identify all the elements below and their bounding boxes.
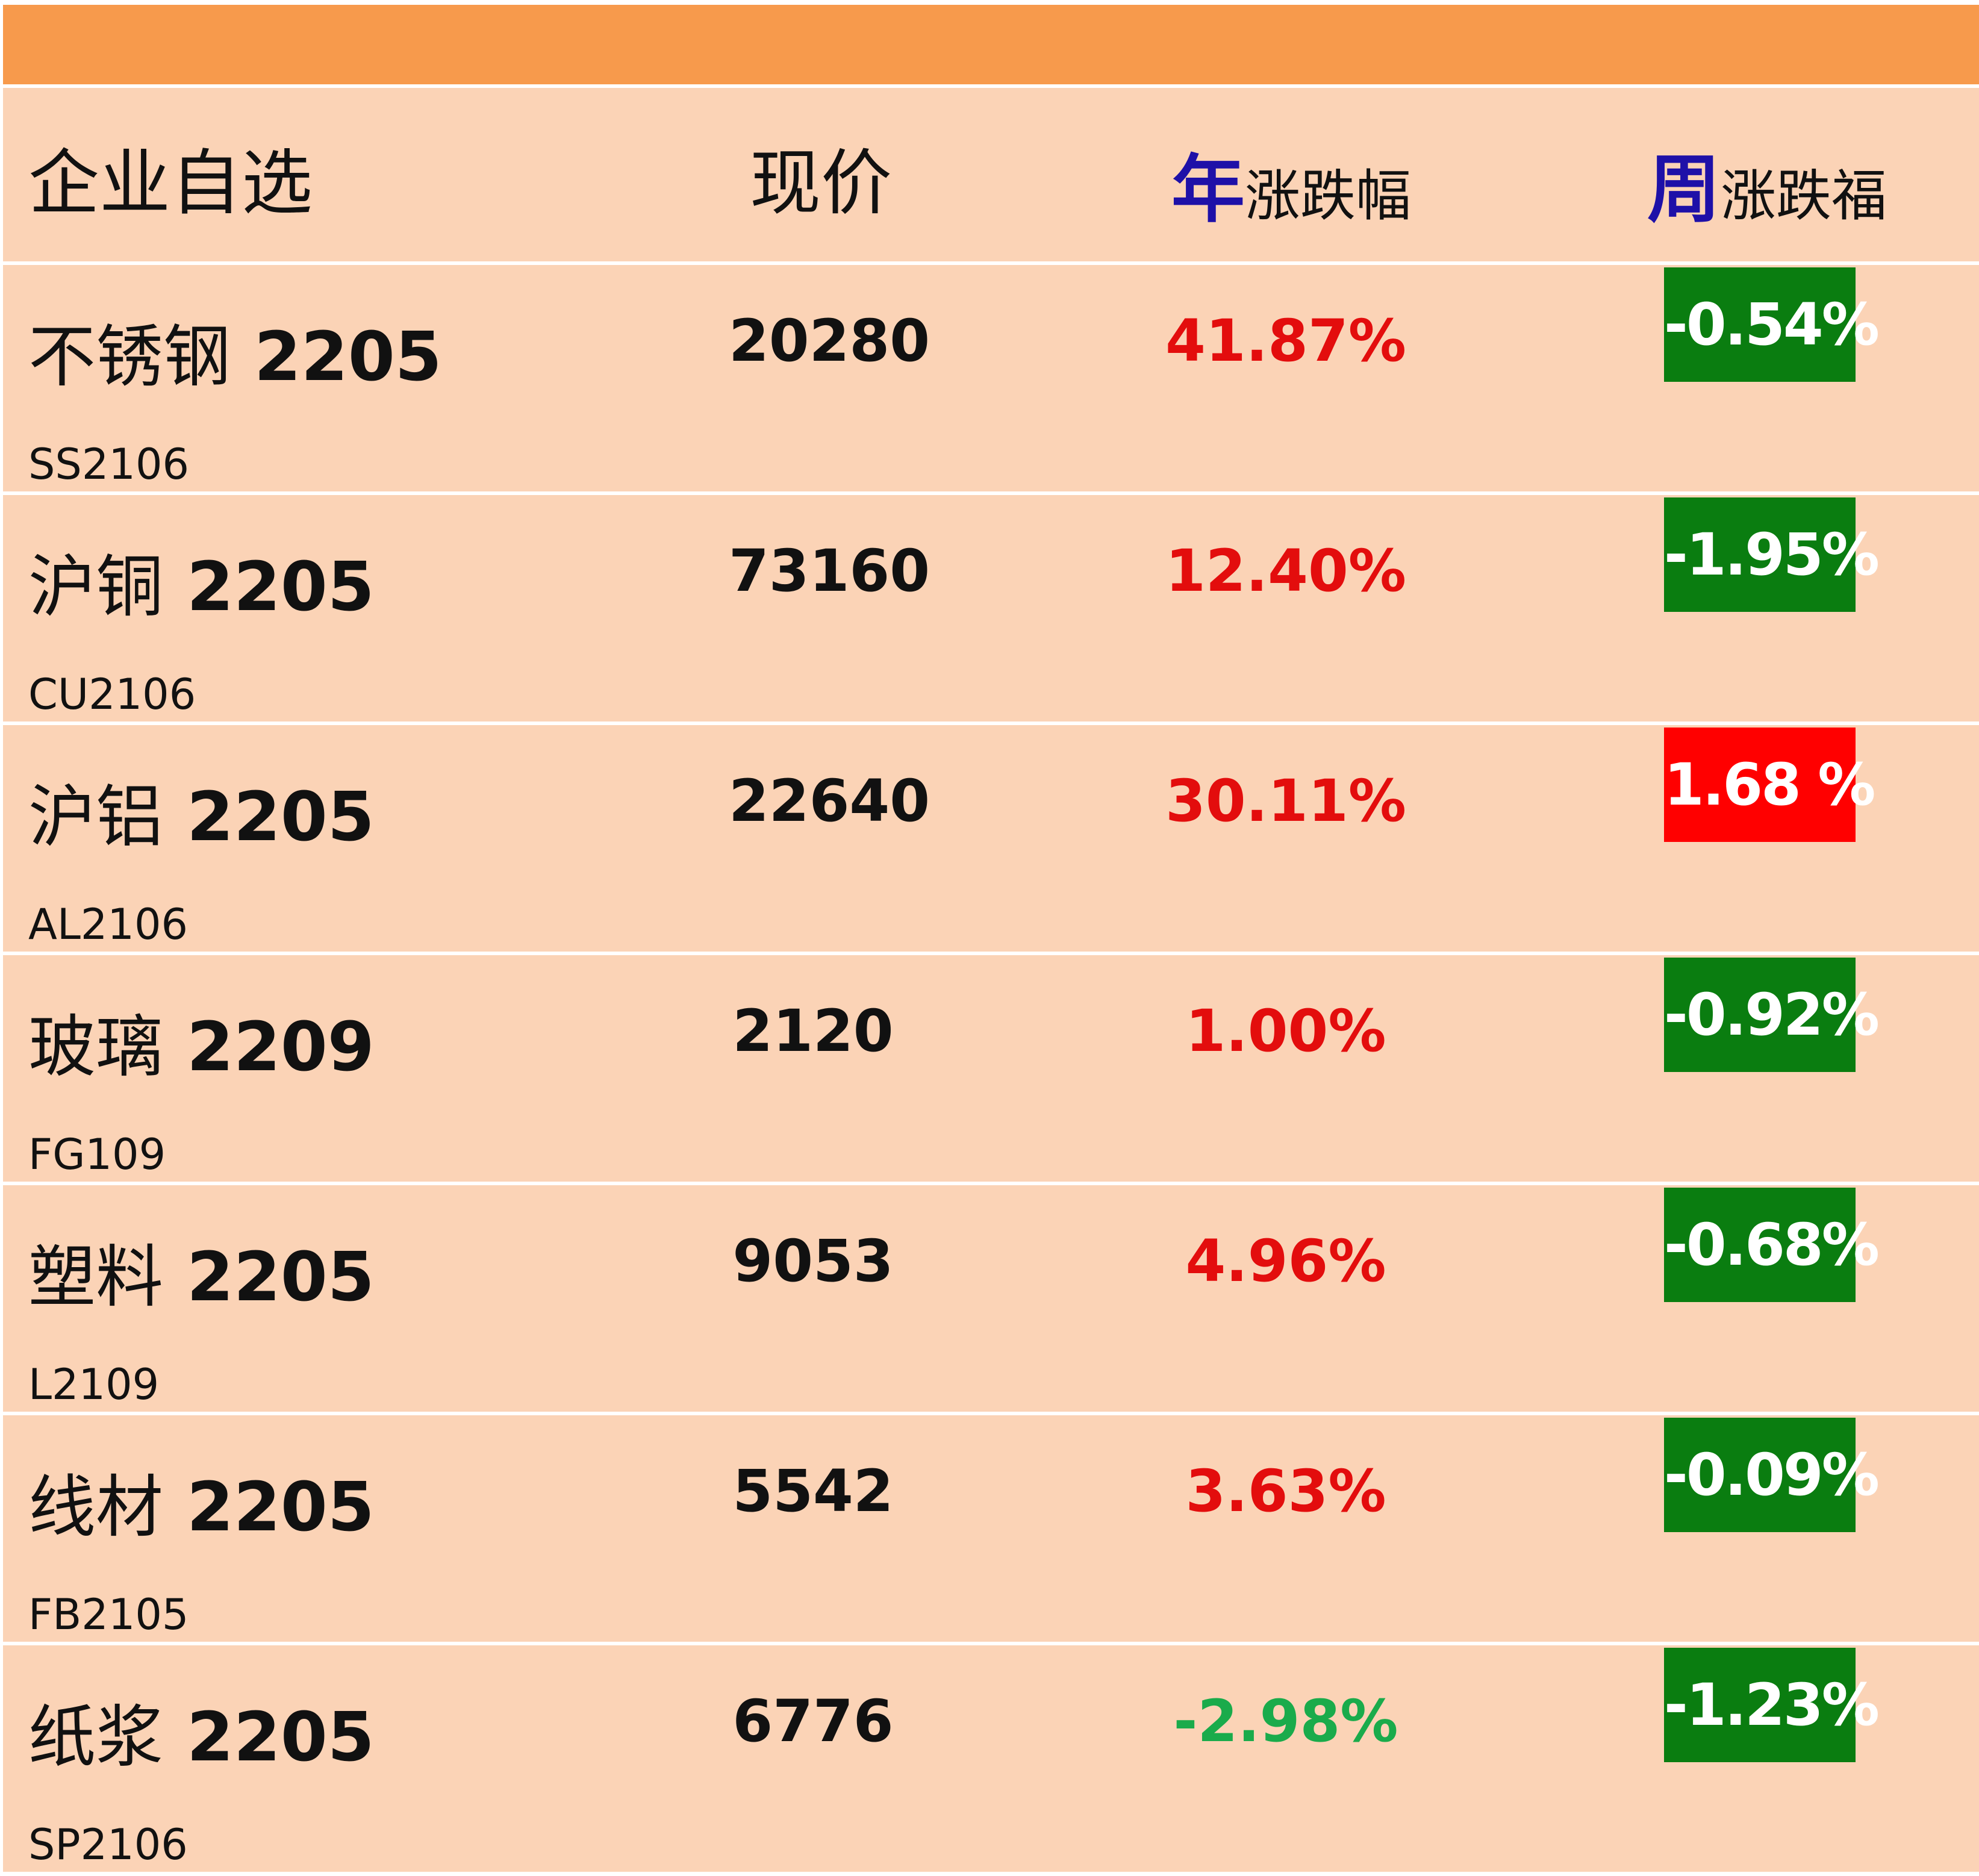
contract-code: CU2106 [28, 670, 196, 719]
contract-month: 2205 [187, 778, 375, 856]
week-change-badge: 1.68 % [1664, 728, 1875, 842]
year-change: -2.98% [1173, 1687, 1398, 1755]
year-change: 1.00% [1185, 997, 1386, 1065]
contract-month: 2205 [254, 318, 442, 396]
header-week-rest: 涨跌福 [1721, 164, 1887, 228]
table-header: 企业自选 现价 年涨跌幅 周涨跌福 [3, 88, 1979, 261]
contract-code: SS2106 [28, 440, 190, 489]
commodity-name-zh: 塑料 [28, 1238, 163, 1317]
current-price: 6776 [732, 1687, 894, 1755]
commodity-name: 沪铜 2205 [28, 532, 375, 630]
commodity-name-zh: 沪铝 [28, 778, 163, 856]
contract-month: 2205 [187, 1468, 375, 1547]
table-row[interactable]: 不锈钢 2205 SS2106 20280 41.87% -0.54% [3, 265, 1979, 491]
week-change-badge: -0.68% [1664, 1188, 1880, 1302]
week-change-badge: -1.23% [1664, 1648, 1880, 1762]
current-price: 20280 [729, 307, 930, 375]
contract-code: L2109 [28, 1360, 160, 1409]
header-name: 企业自选 [28, 142, 313, 225]
year-change: 41.87% [1165, 307, 1406, 375]
table-row[interactable]: 纸浆 2205 SP2106 6776 -2.98% -1.23% [3, 1645, 1979, 1872]
contract-month: 2205 [187, 1238, 375, 1317]
table-row[interactable]: 沪铝 2205 AL2106 22640 30.11% 1.68 % [3, 725, 1979, 952]
current-price: 2120 [732, 997, 894, 1065]
watchlist-table: 企业自选 现价 年涨跌幅 周涨跌福 不锈钢 2205 SS2106 20280 41.… [3, 5, 1979, 1872]
table-row[interactable]: 玻璃 2209 FG109 2120 1.00% -0.92% [3, 955, 1979, 1182]
commodity-name-zh: 沪铜 [28, 548, 163, 626]
year-change: 12.40% [1165, 537, 1406, 605]
current-price: 22640 [729, 767, 930, 835]
table-row[interactable]: 沪铜 2205 CU2106 73160 12.40% -1.95% [3, 495, 1979, 721]
week-change-badge: -0.09% [1664, 1418, 1880, 1532]
contract-month: 2205 [187, 548, 375, 626]
commodity-name: 塑料 2205 [28, 1223, 375, 1320]
commodity-name: 不锈钢 2205 [28, 302, 442, 400]
year-change: 4.96% [1185, 1227, 1386, 1295]
table-row[interactable]: 线材 2205 FB2105 5542 3.63% -0.09% [3, 1415, 1979, 1642]
commodity-name: 沪铝 2205 [28, 762, 375, 860]
commodity-name-zh: 玻璃 [28, 1008, 163, 1086]
table-row[interactable]: 塑料 2205 L2109 9053 4.96% -0.68% [3, 1185, 1979, 1412]
current-price: 5542 [732, 1457, 894, 1525]
header-price: 现价 [750, 142, 893, 225]
current-price: 73160 [729, 537, 930, 605]
commodity-name: 纸浆 2205 [28, 1683, 375, 1780]
contract-month: 2205 [187, 1698, 375, 1777]
table-body: 不锈钢 2205 SS2106 20280 41.87% -0.54% 沪铜 2205 CU… [3, 265, 1979, 1872]
contract-code: SP2106 [28, 1820, 188, 1869]
current-price: 9053 [732, 1227, 894, 1295]
header-year-change: 年涨跌幅 [1171, 130, 1411, 237]
contract-code: AL2106 [28, 900, 189, 949]
header-year-rest: 涨跌幅 [1245, 164, 1412, 228]
header-year-accent: 年 [1171, 147, 1245, 232]
commodity-name: 玻璃 2209 [28, 993, 375, 1090]
header-week-change: 周涨跌福 [1647, 130, 1887, 237]
contract-code: FB2105 [28, 1590, 189, 1639]
commodity-name-zh: 纸浆 [28, 1698, 163, 1777]
year-change: 3.63% [1185, 1457, 1386, 1525]
commodity-name-zh: 线材 [28, 1468, 163, 1547]
week-change-badge: -0.92% [1664, 958, 1880, 1072]
commodity-name-zh: 不锈钢 [28, 318, 231, 396]
top-bar [3, 5, 1979, 84]
commodity-name: 线材 2205 [28, 1453, 375, 1550]
week-change-badge: -0.54% [1664, 267, 1880, 382]
year-change: 30.11% [1165, 767, 1406, 835]
contract-month: 2209 [187, 1008, 375, 1086]
header-week-accent: 周 [1647, 147, 1721, 232]
contract-code: FG109 [28, 1130, 166, 1179]
week-change-badge: -1.95% [1664, 497, 1880, 612]
